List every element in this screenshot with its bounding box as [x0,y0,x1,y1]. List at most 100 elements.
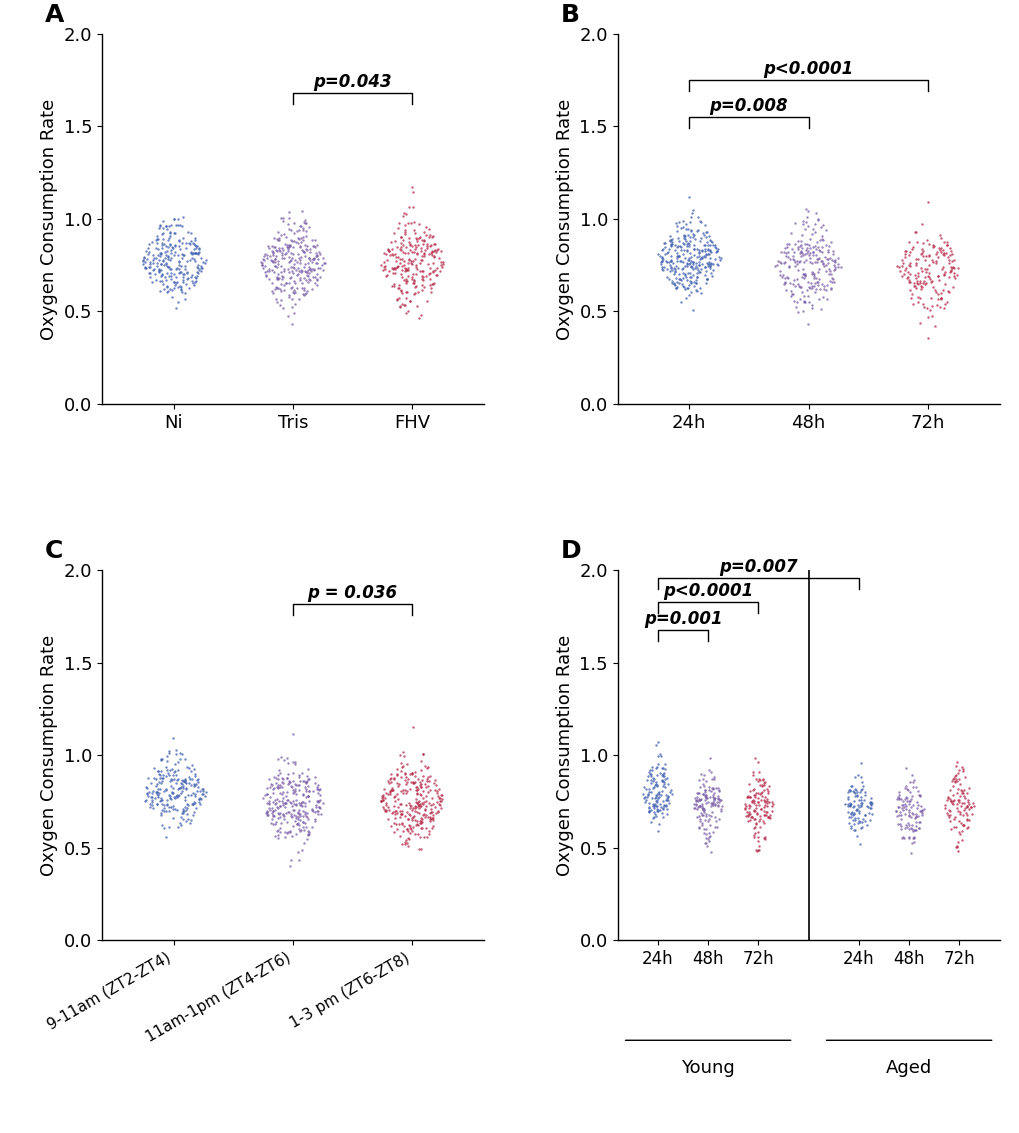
Point [952,796,968,815]
Point [705,791,721,809]
Point [399,214,416,232]
Point [755,798,771,816]
Point [852,768,868,786]
Point [408,265,424,283]
Point [408,785,424,803]
Point [396,764,413,782]
Point [901,257,917,275]
Point [159,791,175,809]
Point [151,784,167,802]
Point [904,804,920,823]
Point [862,799,878,817]
Point [893,820,909,838]
Point [298,227,314,245]
Point [681,287,697,305]
Point [292,262,309,280]
Point [280,286,297,304]
Point [270,223,286,241]
Point [401,807,418,825]
Point [943,820,959,838]
Point [405,808,421,826]
Point [656,796,673,815]
Point [398,262,415,280]
Point [284,772,301,790]
Point [803,299,819,317]
Point [695,777,711,795]
Point [185,245,202,263]
Point [933,245,950,263]
Point [803,280,819,298]
Point [751,772,767,790]
Point [840,783,856,801]
Point [423,228,439,246]
Point [278,783,294,801]
Point [661,783,678,801]
Point [900,795,916,813]
Point [641,761,657,780]
Text: B: B [559,2,579,26]
Point [390,275,407,293]
Point [264,237,280,255]
Point [794,212,810,230]
Point [173,233,190,252]
Point [636,789,652,807]
Point [695,236,711,254]
Point [685,240,701,258]
Point [817,256,834,274]
Point [152,247,168,265]
Point [294,773,311,791]
Point [309,236,325,254]
Point [410,795,426,813]
Point [161,218,177,236]
Point [381,783,397,801]
Point [381,801,397,819]
Point [154,772,170,790]
Point [189,263,205,281]
Point [748,804,764,823]
Point [392,265,409,283]
Point [272,291,288,309]
Point [918,231,934,249]
Point [164,780,180,798]
Point [945,791,961,809]
Point [952,803,968,821]
Point [190,770,206,789]
Point [845,815,861,833]
Point [412,795,428,813]
Point [300,787,316,806]
Point [903,804,919,823]
Point [385,789,401,807]
Point [193,257,209,275]
Point [167,274,183,292]
Point [406,237,422,255]
Point [184,794,201,812]
Point [657,786,674,804]
Point [186,229,203,247]
Point [801,280,817,298]
Point [894,250,910,269]
Point [287,782,304,800]
Point [392,281,409,299]
Point [141,235,157,253]
Point [261,259,277,278]
Point [698,233,714,252]
Point [786,291,802,309]
Point [912,276,928,295]
Point [696,258,712,276]
Point [926,282,943,300]
Point [662,231,679,249]
Point [269,777,285,795]
Point [152,763,168,781]
Point [826,253,843,271]
Point [284,784,301,802]
Point [381,770,397,789]
Point [660,240,677,258]
Point [862,789,878,807]
Point [757,806,773,824]
Point [804,244,820,262]
Point [273,748,289,766]
Point [160,238,176,256]
Point [410,825,426,843]
Point [786,236,802,254]
Point [171,744,187,763]
